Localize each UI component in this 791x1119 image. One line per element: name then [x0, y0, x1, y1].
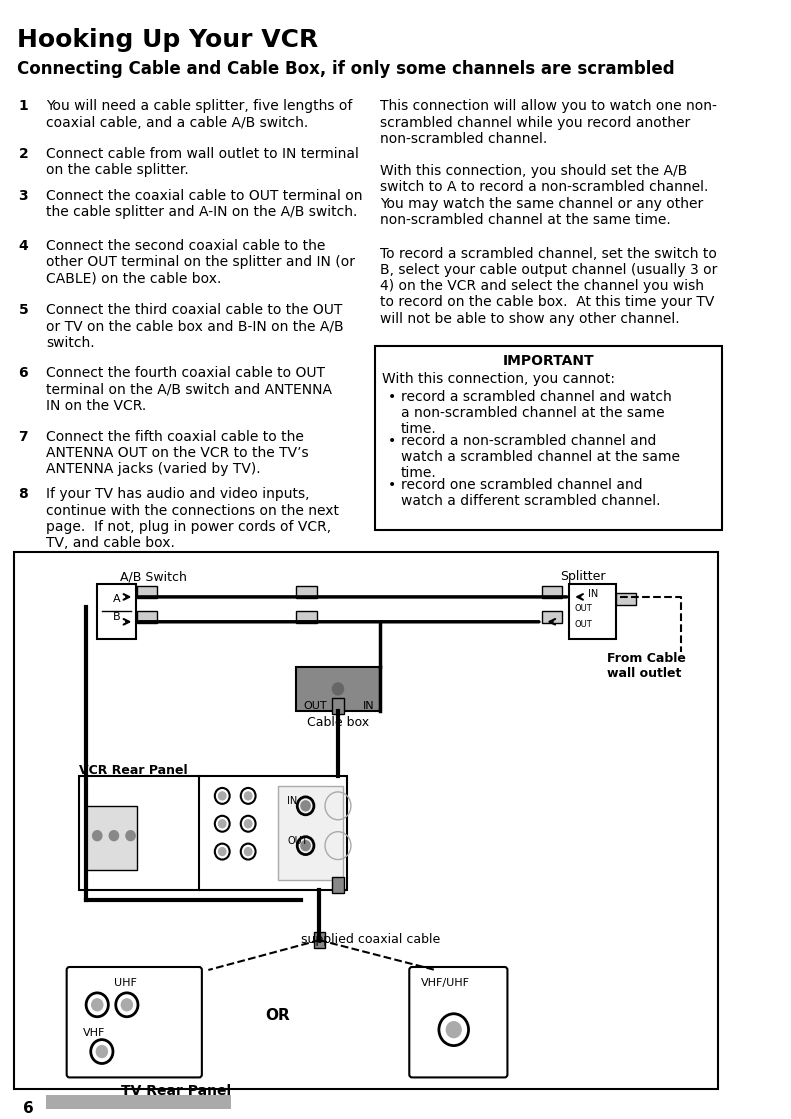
Text: OR: OR [266, 1008, 290, 1023]
Text: OUT: OUT [574, 604, 592, 613]
FancyBboxPatch shape [137, 586, 157, 598]
Text: TV Rear Panel: TV Rear Panel [121, 1084, 231, 1099]
Text: record one scrambled channel and
watch a different scrambled channel.: record one scrambled channel and watch a… [401, 478, 660, 508]
Text: With this connection, you cannot:: With this connection, you cannot: [382, 373, 615, 386]
FancyBboxPatch shape [297, 586, 316, 598]
Circle shape [244, 847, 252, 856]
Text: •: • [388, 434, 396, 448]
Circle shape [244, 820, 252, 828]
Text: VHF: VHF [83, 1027, 106, 1037]
Text: OUT: OUT [287, 836, 308, 846]
Text: Splitter: Splitter [560, 570, 606, 583]
Text: •: • [388, 478, 396, 491]
FancyBboxPatch shape [615, 593, 636, 605]
Text: supplied coaxial cable: supplied coaxial cable [301, 933, 441, 947]
Circle shape [97, 1045, 108, 1057]
Text: 5: 5 [18, 303, 28, 318]
Circle shape [218, 820, 226, 828]
Circle shape [126, 830, 135, 840]
FancyBboxPatch shape [542, 586, 562, 598]
Text: VHF/UHF: VHF/UHF [422, 978, 471, 988]
FancyBboxPatch shape [297, 667, 380, 712]
Text: To record a scrambled channel, set the switch to
B, select your cable output cha: To record a scrambled channel, set the s… [380, 246, 717, 326]
Circle shape [109, 830, 119, 840]
Text: IN: IN [287, 796, 297, 806]
Text: Connect the second coaxial cable to the
other OUT terminal on the splitter and I: Connect the second coaxial cable to the … [47, 238, 355, 285]
Text: 6: 6 [18, 366, 28, 380]
Circle shape [301, 840, 310, 850]
Text: Connect cable from wall outlet to IN terminal
on the cable splitter.: Connect cable from wall outlet to IN ter… [47, 148, 359, 178]
Text: record a scrambled channel and watch
a non-scrambled channel at the same
time.: record a scrambled channel and watch a n… [401, 391, 672, 436]
FancyBboxPatch shape [409, 967, 508, 1078]
Text: Cable box: Cable box [307, 716, 369, 730]
Circle shape [218, 792, 226, 800]
FancyBboxPatch shape [314, 932, 325, 948]
Text: You will need a cable splitter, five lengths of
coaxial cable, and a cable A/B s: You will need a cable splitter, five len… [47, 100, 353, 130]
Circle shape [301, 801, 310, 811]
FancyBboxPatch shape [278, 786, 343, 881]
Text: If your TV has audio and video inputs,
continue with the connections on the next: If your TV has audio and video inputs, c… [47, 488, 339, 551]
FancyBboxPatch shape [137, 611, 157, 623]
Text: IMPORTANT: IMPORTANT [503, 355, 595, 368]
Text: With this connection, you should set the A/B
switch to A to record a non-scrambl: With this connection, you should set the… [380, 164, 708, 227]
Circle shape [93, 830, 102, 840]
Text: VCR Rear Panel: VCR Rear Panel [79, 764, 187, 777]
Text: •: • [388, 391, 396, 404]
Text: A/B Switch: A/B Switch [120, 570, 187, 583]
Text: 3: 3 [18, 189, 28, 203]
Text: Connect the fifth coaxial cable to the
ANTENNA OUT on the VCR to the TV’s
ANTENN: Connect the fifth coaxial cable to the A… [47, 430, 309, 477]
Text: UHF: UHF [114, 978, 136, 988]
Text: 7: 7 [18, 430, 28, 444]
FancyBboxPatch shape [332, 877, 343, 893]
FancyBboxPatch shape [14, 552, 717, 1090]
FancyBboxPatch shape [297, 611, 316, 623]
Text: 4: 4 [18, 238, 28, 253]
FancyBboxPatch shape [79, 775, 347, 891]
Circle shape [446, 1022, 461, 1037]
FancyBboxPatch shape [332, 698, 343, 714]
Text: 1: 1 [18, 100, 28, 113]
Circle shape [218, 847, 226, 856]
Text: 2: 2 [18, 148, 28, 161]
Circle shape [332, 683, 343, 695]
Text: IN: IN [363, 702, 375, 712]
FancyBboxPatch shape [86, 806, 137, 871]
Text: A: A [113, 594, 120, 604]
Text: record a non-scrambled channel and
watch a scrambled channel at the same
time.: record a non-scrambled channel and watch… [401, 434, 680, 480]
FancyBboxPatch shape [375, 346, 722, 530]
Circle shape [244, 792, 252, 800]
Text: Connecting Cable and Cable Box, if only some channels are scrambled: Connecting Cable and Cable Box, if only … [17, 59, 674, 77]
Text: OUT: OUT [574, 620, 592, 629]
Text: From Cable
wall outlet: From Cable wall outlet [607, 651, 685, 679]
Text: Connect the third coaxial cable to the OUT
or TV on the cable box and B-IN on th: Connect the third coaxial cable to the O… [47, 303, 344, 350]
Text: Connect the coaxial cable to OUT terminal on
the cable splitter and A-IN on the : Connect the coaxial cable to OUT termina… [47, 189, 363, 219]
Text: Hooking Up Your VCR: Hooking Up Your VCR [17, 28, 318, 51]
FancyBboxPatch shape [66, 967, 202, 1078]
Text: Connect the fourth coaxial cable to OUT
terminal on the A/B switch and ANTENNA
I: Connect the fourth coaxial cable to OUT … [47, 366, 332, 413]
FancyBboxPatch shape [542, 611, 562, 623]
FancyBboxPatch shape [47, 1096, 232, 1109]
FancyBboxPatch shape [570, 584, 615, 639]
Text: 6: 6 [23, 1101, 34, 1117]
FancyBboxPatch shape [97, 584, 136, 639]
Text: B: B [113, 612, 120, 622]
Text: 8: 8 [18, 488, 28, 501]
Text: OUT: OUT [304, 702, 327, 712]
Text: IN: IN [588, 589, 598, 599]
Circle shape [121, 999, 132, 1010]
Circle shape [92, 999, 103, 1010]
Text: This connection will allow you to watch one non-
scrambled channel while you rec: This connection will allow you to watch … [380, 100, 717, 145]
